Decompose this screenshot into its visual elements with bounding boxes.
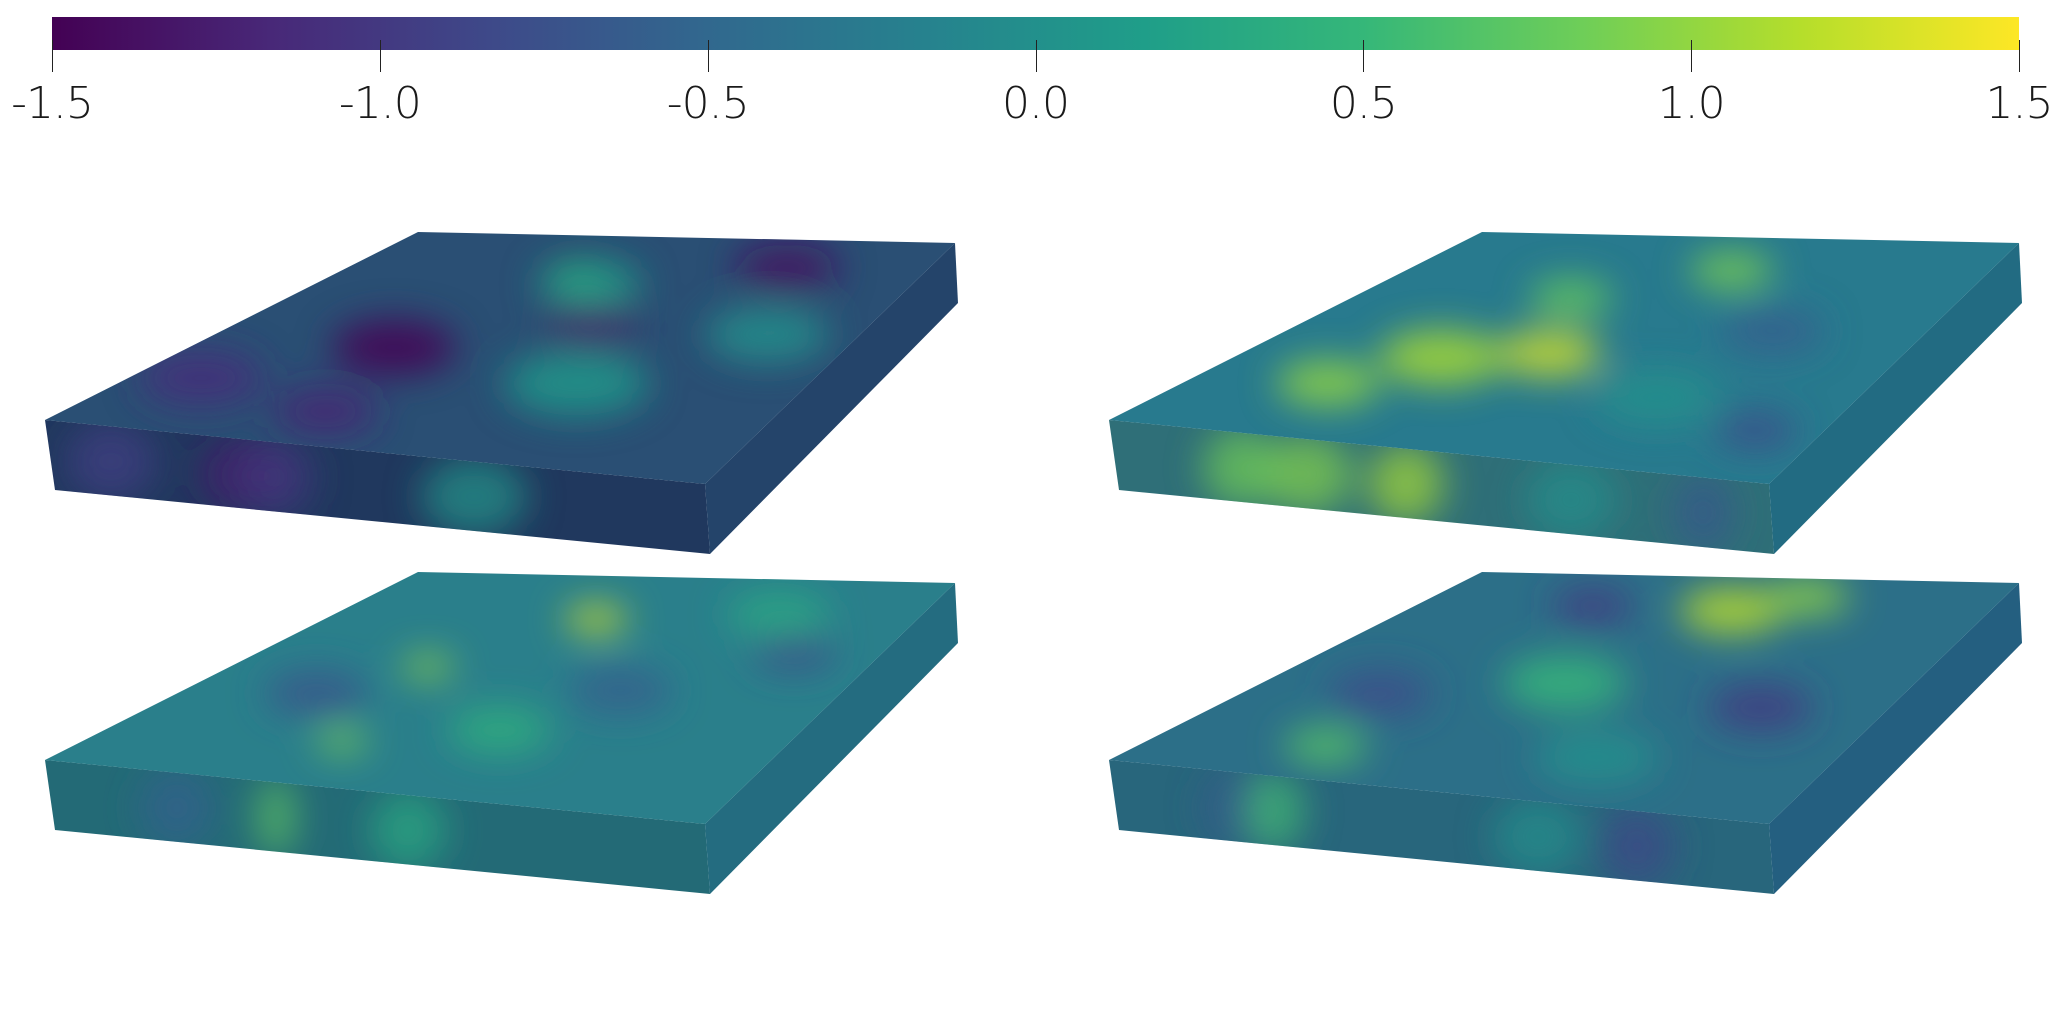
front-patch — [1525, 459, 1617, 540]
front-patch — [1368, 443, 1444, 524]
field-patch — [503, 351, 650, 416]
field-patch — [1708, 684, 1813, 731]
field-patch — [1551, 587, 1635, 625]
field-patch — [1534, 729, 1660, 785]
colorbar-tick — [1363, 40, 1365, 72]
field-patch — [1594, 369, 1720, 425]
colorbar-tick — [1691, 40, 1693, 72]
slab-top-face — [45, 232, 955, 484]
colorbar-tick — [52, 40, 53, 72]
field-patch — [564, 605, 628, 634]
colorbar-tick — [2019, 40, 2020, 72]
field-patch — [735, 244, 840, 291]
field-patch — [1328, 670, 1433, 717]
colorbar-tick-label: 1.0 — [1657, 78, 1726, 129]
field-patch — [1713, 412, 1798, 449]
front-patch — [238, 437, 314, 518]
field-patch — [548, 262, 601, 286]
field-patch — [1720, 308, 1825, 355]
field-patch — [1679, 587, 1784, 634]
slab-top-right — [1109, 232, 2022, 554]
front-patch — [370, 790, 446, 871]
field-patch — [1766, 578, 1850, 616]
colorbar-tick-label: 0.0 — [1002, 78, 1070, 129]
field-patch — [447, 707, 552, 754]
field-patch — [401, 655, 454, 679]
colorbar-tick-label: -1.5 — [11, 78, 94, 129]
field-patch — [1529, 279, 1613, 317]
front-patch — [65, 421, 157, 502]
colorbar-tick-label: 0.5 — [1329, 78, 1398, 129]
field-patch — [1496, 330, 1601, 377]
slab-bottom-left — [45, 572, 958, 894]
front-patch — [420, 456, 528, 537]
field-patch — [1502, 655, 1628, 711]
field-patch — [331, 319, 457, 376]
field-patch — [138, 350, 264, 406]
field-patch — [752, 632, 836, 670]
slab-top-left — [45, 232, 958, 554]
slab-bottom-right — [1109, 572, 2022, 894]
front-patch — [257, 777, 295, 858]
slab-top-face — [45, 572, 955, 824]
front-patch — [139, 767, 215, 848]
colorbar-tick-label: -0.5 — [666, 78, 750, 129]
slab-side-face — [705, 243, 958, 554]
slab-side-face — [705, 583, 958, 894]
front-patch — [1203, 427, 1279, 508]
field-patch — [273, 388, 378, 435]
front-patch — [1243, 771, 1305, 851]
front-patch — [1492, 796, 1584, 877]
field-patch — [264, 670, 369, 717]
colorbar-tick-label: -1.0 — [338, 78, 422, 129]
colorbar-tick — [707, 40, 709, 72]
colorbar-tick — [379, 40, 381, 72]
front-patch — [1672, 472, 1734, 553]
field-patch — [544, 304, 639, 346]
field-patch — [704, 306, 830, 363]
field-patch — [315, 729, 368, 753]
slab-side-face — [1769, 583, 2022, 894]
field-patch — [1276, 360, 1381, 407]
field-patch — [1379, 330, 1504, 386]
front-patch — [1261, 434, 1353, 515]
field-patch — [726, 591, 831, 638]
colorbar-tick — [1035, 40, 1037, 72]
slab-side-face — [1769, 243, 2022, 554]
front-patch — [1599, 806, 1675, 887]
colorbar-tick-label: 1.5 — [1985, 78, 2054, 129]
field-patch — [1689, 252, 1774, 290]
field-patch — [568, 667, 673, 714]
field-patch — [1283, 727, 1367, 765]
